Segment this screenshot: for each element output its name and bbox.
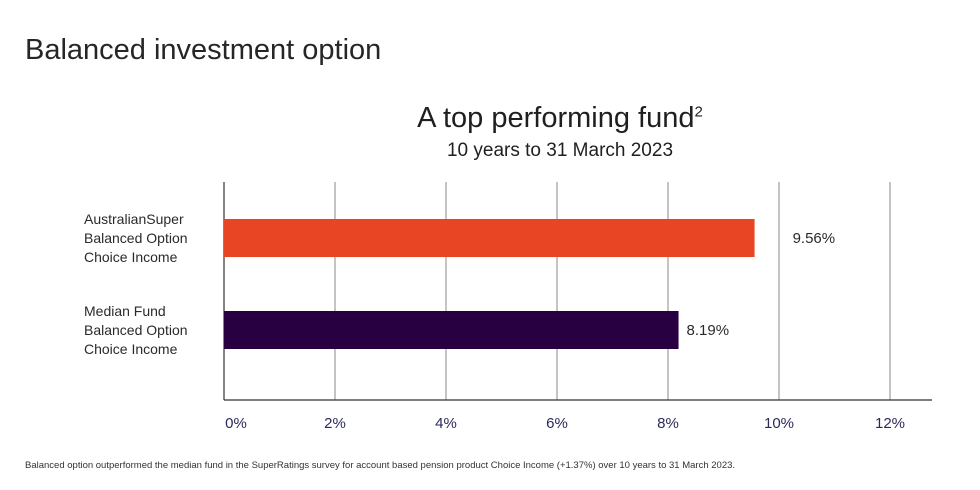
bar-1 (224, 311, 679, 349)
page-heading: Balanced investment option (25, 34, 382, 66)
chart-title-footnote-ref: 2 (694, 103, 703, 121)
category-label-0-line-1: Balanced Option (84, 230, 188, 246)
chart-title-text: A top performing fund (417, 102, 695, 134)
category-label-1-line-0: Median Fund (84, 303, 166, 319)
x-tick-label-6: 6% (546, 415, 568, 432)
chart-subtitle: 10 years to 31 March 2023 (446, 140, 674, 161)
x-tick-label-2: 2% (324, 415, 346, 432)
category-label-1-line-1: Balanced Option (84, 322, 188, 338)
footnote: Balanced option outperformed the median … (25, 460, 736, 471)
category-label-0-line-0: AustralianSuper (84, 211, 184, 227)
category-label-0-line-2: Choice Income (84, 249, 178, 265)
chart-title: A top performing fund2 (0, 102, 980, 135)
data-label-0: 9.56% (793, 230, 836, 247)
x-tick-label-12: 12% (875, 415, 905, 432)
data-label-1: 8.19% (687, 322, 730, 339)
category-label-1-line-2: Choice Income (84, 341, 178, 357)
x-tick-label-10: 10% (764, 415, 794, 432)
x-tick-label-8: 8% (657, 415, 679, 432)
x-tick-label-0: 0% (225, 415, 247, 432)
x-tick-label-4: 4% (435, 415, 457, 432)
bar-0 (224, 219, 755, 257)
